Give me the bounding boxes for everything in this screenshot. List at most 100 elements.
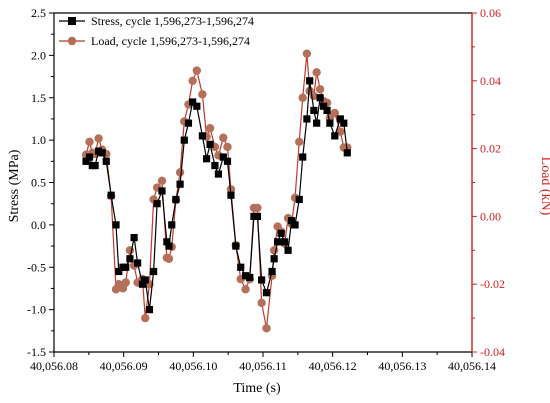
data-point (115, 267, 123, 276)
series-0 (82, 77, 351, 314)
data-point (211, 161, 219, 170)
data-point (295, 137, 304, 147)
data-point (287, 217, 296, 225)
y-right-axis-title: Load (kN) (538, 157, 550, 216)
x-tick-label: 40,056.12 (309, 359, 357, 373)
y-right-tick-label: 0.06 (480, 6, 501, 20)
y-right-tick-label: 0.02 (480, 142, 501, 156)
data-point (315, 85, 325, 94)
y-right-tick-label: 0.04 (480, 74, 501, 88)
data-point (85, 137, 94, 147)
data-point (326, 119, 334, 127)
data-point (298, 93, 307, 102)
data-point (303, 115, 311, 123)
data-point (125, 246, 135, 255)
data-point (134, 259, 142, 267)
data-point (206, 140, 214, 148)
data-point (198, 132, 206, 140)
data-point (102, 157, 110, 165)
data-point (223, 142, 232, 152)
data-point (306, 77, 314, 85)
y-left-tick-label: 0.5 (31, 176, 46, 190)
data-point (192, 66, 202, 75)
y-left-tick-label: -1.5 (27, 345, 46, 359)
data-point (219, 133, 228, 142)
data-point (226, 185, 236, 194)
data-point (323, 106, 331, 115)
data-point (98, 149, 106, 157)
data-point (163, 238, 171, 246)
x-axis-title: Time (s) (233, 381, 281, 396)
x-tick-label: 40,056.13 (378, 359, 426, 373)
data-point (274, 238, 282, 246)
data-point (198, 90, 207, 99)
data-point (320, 102, 328, 110)
y-right-tick-label: -0.02 (480, 277, 505, 291)
data-point (284, 246, 292, 254)
data-point (130, 233, 138, 242)
data-point (253, 203, 262, 213)
data-point (150, 267, 158, 276)
data-point (141, 276, 149, 284)
data-point (270, 255, 278, 263)
y-left-tick-label: -0.5 (27, 260, 46, 274)
data-point (164, 254, 174, 263)
data-point (280, 238, 289, 246)
data-point (313, 119, 321, 127)
data-point (180, 136, 188, 144)
data-point (172, 195, 180, 204)
data-point (262, 289, 271, 297)
y-left-tick-label: -1.0 (27, 303, 46, 317)
y-left-tick-label: 2.0 (31, 48, 46, 62)
data-point (165, 242, 173, 250)
data-point (262, 324, 271, 333)
data-point (138, 280, 147, 288)
data-point (153, 200, 161, 208)
y-left-tick-label: 2.5 (31, 6, 46, 20)
data-point (227, 191, 235, 199)
y-left-tick-label: 1.5 (31, 91, 46, 105)
data-point (223, 157, 232, 165)
legend: Stress, cycle 1,596,273-1,596,274 Load, … (59, 14, 254, 48)
data-point (107, 191, 115, 199)
y-right-tick-label: -0.04 (480, 345, 505, 359)
data-point (126, 255, 134, 263)
data-point (122, 263, 130, 271)
data-point (246, 273, 254, 282)
x-tick-label: 40,056.08 (30, 359, 78, 373)
data-point (94, 134, 103, 143)
data-point (141, 313, 150, 323)
data-point (302, 49, 312, 58)
data-point (82, 157, 90, 165)
data-point (253, 212, 262, 220)
data-point (299, 153, 307, 161)
x-tick-label: 40,056.11 (239, 359, 287, 373)
data-point (310, 106, 318, 115)
series-line (85, 53, 348, 329)
data-point (295, 195, 303, 204)
legend-load-label: Load, cycle 1,596,273-1,596,274 (91, 34, 250, 48)
data-point (241, 272, 250, 280)
x-tick-label: 40,056.14 (448, 359, 496, 373)
legend-load-marker (67, 36, 77, 46)
data-point (193, 102, 201, 110)
data-point (232, 242, 240, 250)
data-point (343, 149, 351, 157)
data-point (331, 132, 339, 140)
data-point (145, 306, 154, 314)
data-point (330, 108, 339, 118)
data-point (291, 221, 299, 229)
data-point (158, 187, 166, 195)
legend-stress-marker (68, 17, 76, 25)
data-point (188, 76, 197, 86)
y-left-tick-label: 0.0 (31, 218, 46, 232)
data-point (219, 153, 227, 161)
data-point (277, 229, 285, 237)
data-point (112, 221, 120, 229)
data-point (184, 119, 193, 127)
data-point (258, 276, 266, 284)
data-point (237, 263, 245, 271)
y-left-axis-title: Stress (MPa) (7, 149, 22, 222)
x-tick-label: 40,056.10 (169, 359, 217, 373)
